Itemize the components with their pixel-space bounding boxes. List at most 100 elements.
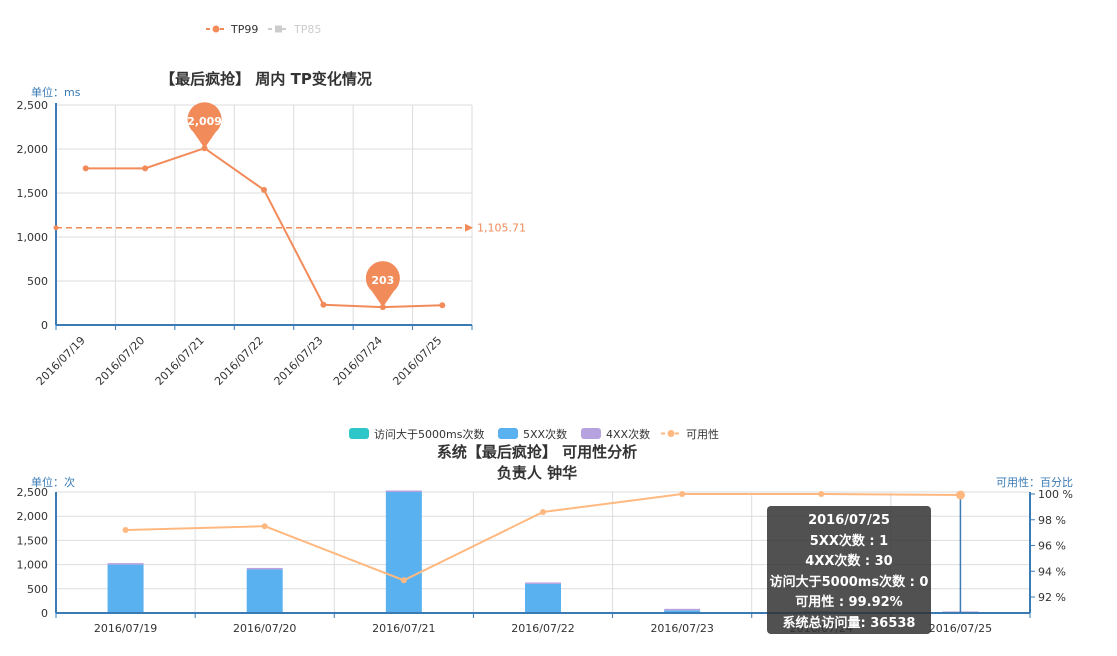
legend-swatch bbox=[498, 428, 518, 439]
bar-5xx bbox=[664, 610, 701, 613]
legend-label: 可用性 bbox=[686, 427, 719, 441]
x-tick-label: 2016/07/19 bbox=[94, 622, 157, 635]
availability-series bbox=[122, 490, 965, 584]
bar-4xx bbox=[525, 582, 561, 584]
tp99-point bbox=[142, 165, 149, 172]
y-left-tick-label: 1,000 bbox=[17, 559, 49, 572]
x-tick-label: 2016/07/23 bbox=[650, 622, 713, 635]
tp-line-chart: TP99 TP85 【最后疯抢】 周内 TP变化情况 单位：ms 2,5002,… bbox=[17, 23, 526, 388]
legend-item-3[interactable]: 可用性 bbox=[661, 427, 719, 441]
legend-label: 5XX次数 bbox=[523, 427, 567, 441]
x-tick-label: 2016/07/25 bbox=[390, 334, 444, 388]
tp99-point bbox=[261, 186, 267, 193]
y-tick-label: 1,500 bbox=[17, 187, 49, 200]
x-tick-label: 2016/07/19 bbox=[34, 334, 88, 388]
y-left-tick-label: 1,500 bbox=[17, 534, 49, 547]
mark-line-arrow bbox=[465, 223, 473, 232]
x-tick-label: 2016/07/20 bbox=[233, 622, 296, 635]
mark-point-pin bbox=[365, 261, 400, 308]
y-right-tick-label: 94 % bbox=[1038, 565, 1066, 578]
bar-series bbox=[107, 490, 979, 613]
availability-point bbox=[679, 491, 686, 497]
availability-point bbox=[122, 527, 129, 534]
bar-4xx bbox=[107, 563, 144, 565]
bar-4xx bbox=[385, 490, 422, 492]
legend-item-1[interactable]: 5XX次数 bbox=[498, 427, 567, 441]
bar-5xx bbox=[246, 569, 283, 613]
chart-subtitle: 负责人 钟华 bbox=[497, 464, 577, 482]
legend-item-tp99[interactable]: TP99 bbox=[206, 23, 258, 36]
mark-point-pin bbox=[187, 102, 222, 149]
plot-grid bbox=[55, 104, 473, 326]
y-left-tick-label: 0 bbox=[41, 607, 48, 620]
bar-5xx bbox=[385, 492, 422, 613]
availability-point bbox=[818, 491, 825, 497]
x-tick-label: 2016/07/21 bbox=[153, 334, 207, 388]
y-tick-label: 1,000 bbox=[17, 231, 49, 244]
tooltip-availability: 可用性 : 99.92% bbox=[795, 595, 903, 610]
mark-points: 2,009 203 bbox=[187, 102, 400, 308]
x-tick-label: 2016/07/24 bbox=[331, 334, 385, 388]
chart-title: 【最后疯抢】 周内 TP变化情况 bbox=[160, 70, 372, 88]
legend-label: 4XX次数 bbox=[606, 427, 650, 441]
legend-item-tp85[interactable]: TP85 bbox=[268, 23, 321, 36]
y-left-tick-label: 2,000 bbox=[17, 510, 49, 523]
availability-chart: 访问大于5000ms次数 5XX次数 4XX次数 可用性 系统【最后疯抢】 可用性分析… bbox=[17, 427, 1074, 635]
tp99-point bbox=[320, 301, 327, 308]
y-tick-label: 2,000 bbox=[17, 143, 49, 156]
bar-4xx bbox=[246, 567, 283, 570]
tp99-point bbox=[439, 302, 446, 309]
right-unit-label: 可用性：百分比 bbox=[996, 475, 1073, 489]
y-axis-ticks: 2,500 2,000 1,500 1,000 500 0 bbox=[17, 99, 49, 332]
mark-point-label: 203 bbox=[371, 274, 394, 287]
left-unit-label: 单位：次 bbox=[31, 475, 75, 489]
tp99-point bbox=[82, 165, 89, 172]
bar-5xx bbox=[525, 583, 561, 613]
y-unit-label: 单位：ms bbox=[31, 85, 81, 99]
legend-item-0[interactable]: 访问大于5000ms次数 bbox=[349, 427, 484, 441]
y-right-tick-label: 98 % bbox=[1038, 514, 1066, 527]
tooltip-5xx: 5XX次数 : 1 bbox=[809, 533, 889, 549]
mark-line-label: 1,105.71 bbox=[477, 222, 526, 235]
chart-title: 系统【最后疯抢】 可用性分析 bbox=[437, 443, 637, 461]
tooltip: 2016/07/25 5XX次数 : 1 4XX次数 : 30 访问大于5000… bbox=[767, 506, 931, 634]
y-right-tick-label: 92 % bbox=[1038, 591, 1066, 604]
mark-point-label: 2,009 bbox=[187, 115, 222, 128]
x-tick-label: 2016/07/23 bbox=[272, 334, 326, 388]
y-left-tick-label: 500 bbox=[27, 583, 48, 596]
y-tick-label: 0 bbox=[41, 319, 48, 332]
bar-4xx bbox=[664, 608, 701, 611]
x-tick-label: 2016/07/21 bbox=[372, 622, 435, 635]
availability-point bbox=[540, 509, 546, 516]
legend-tp85-marker bbox=[275, 25, 282, 33]
tooltip-total: 系统总访问量: 36538 bbox=[782, 615, 916, 631]
tooltip-slow: 访问大于5000ms次数 : 0 bbox=[769, 574, 929, 590]
x-axis: 2016/07/19 2016/07/20 2016/07/21 2016/07/22… bbox=[34, 103, 473, 388]
tooltip-date: 2016/07/25 bbox=[808, 513, 890, 528]
bar-5xx bbox=[107, 564, 144, 613]
legend-item-2[interactable]: 4XX次数 bbox=[581, 427, 650, 441]
legend-availability[interactable]: 访问大于5000ms次数 5XX次数 4XX次数 可用性 bbox=[349, 427, 719, 441]
legend-tp99-label: TP99 bbox=[230, 23, 258, 36]
y-tick-label: 500 bbox=[27, 275, 48, 288]
average-mark-line: 1,105.71 bbox=[53, 222, 526, 235]
availability-point bbox=[955, 490, 965, 500]
legend-swatch bbox=[581, 428, 601, 439]
legend-swatch bbox=[349, 428, 369, 439]
legend-tp[interactable]: TP99 TP85 bbox=[206, 23, 321, 36]
legend-label: 访问大于5000ms次数 bbox=[374, 427, 484, 441]
tooltip-4xx: 4XX次数 : 30 bbox=[805, 554, 893, 569]
legend-swatch-dot bbox=[667, 430, 675, 437]
legend-tp85-label: TP85 bbox=[293, 23, 321, 36]
x-tick-label: 2016/07/22 bbox=[511, 622, 574, 635]
y-left-tick-label: 2,500 bbox=[17, 486, 49, 499]
legend-tp99-marker bbox=[212, 25, 220, 33]
y-tick-label: 2,500 bbox=[17, 99, 49, 112]
availability-point bbox=[261, 523, 268, 530]
y-right-tick-label: 100 % bbox=[1038, 488, 1073, 501]
x-tick-label: 2016/07/25 bbox=[929, 622, 992, 635]
x-tick-label: 2016/07/20 bbox=[93, 334, 147, 388]
availability-point bbox=[400, 577, 407, 584]
y-right-tick-label: 96 % bbox=[1038, 540, 1066, 553]
x-tick-label: 2016/07/22 bbox=[212, 334, 266, 388]
